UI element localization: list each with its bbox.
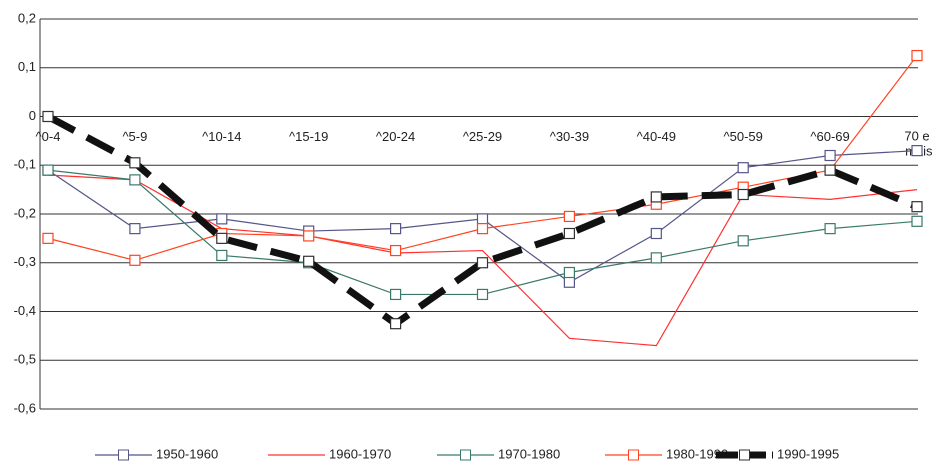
marker xyxy=(390,318,402,330)
legend-item: 1950-1960 xyxy=(95,446,218,461)
marker xyxy=(42,110,54,123)
marker xyxy=(390,244,402,257)
marker xyxy=(650,227,662,240)
marker xyxy=(129,223,141,235)
marker xyxy=(303,230,315,242)
y-tick-label: -0,5 xyxy=(14,352,36,367)
marker xyxy=(42,164,54,176)
y-tick-label: 0,2 xyxy=(18,10,36,25)
legend-label: 1970-1980 xyxy=(498,446,560,461)
x-tick-label: ^0-4 xyxy=(36,129,61,144)
legend-item: 1990-1995 xyxy=(716,446,839,461)
marker xyxy=(476,223,489,235)
x-tick-label: ^15-19 xyxy=(289,129,328,144)
y-tick-label: -0,6 xyxy=(14,400,36,415)
marker xyxy=(911,201,923,213)
marker xyxy=(390,288,402,301)
marker xyxy=(650,191,662,203)
marker xyxy=(476,288,489,301)
y-tick-label: -0,1 xyxy=(14,157,36,172)
y-tick-label: -0,2 xyxy=(14,205,36,220)
marker xyxy=(737,188,749,201)
x-tick-label-line: 70 e xyxy=(904,129,929,144)
marker xyxy=(390,223,402,235)
marker xyxy=(216,232,228,244)
marker xyxy=(476,257,489,269)
legend-marker xyxy=(118,449,129,461)
series-line xyxy=(47,174,918,347)
marker xyxy=(911,145,923,157)
x-tick-label: ^60-69 xyxy=(810,129,849,144)
legend-label: 1980-1990 xyxy=(666,446,728,461)
x-tick-label: ^10-14 xyxy=(202,129,241,144)
x-tick-label: ^40-49 xyxy=(637,129,676,144)
x-tick-label: ^5-9 xyxy=(122,129,147,144)
legend-marker xyxy=(460,449,471,461)
marker xyxy=(129,174,141,186)
series-line xyxy=(46,113,919,328)
marker xyxy=(563,227,576,240)
x-tick-label: ^20-24 xyxy=(376,129,415,144)
legend-label: 1990-1995 xyxy=(777,446,839,461)
marker xyxy=(129,157,141,169)
y-tick-label: 0 xyxy=(29,108,36,123)
legend-item: 1970-1980 xyxy=(437,446,560,461)
y-tick-label: 0,1 xyxy=(18,59,36,74)
x-tick-label: ^30-39 xyxy=(550,129,589,144)
marker xyxy=(824,149,836,162)
marker xyxy=(42,232,54,244)
marker xyxy=(911,49,923,62)
marker xyxy=(129,254,141,266)
legend-item: 1980-1990 xyxy=(605,446,728,461)
marker xyxy=(563,276,576,288)
x-tick-label: ^50-59 xyxy=(724,129,763,144)
marker xyxy=(563,210,576,223)
legend-item: 1960-1970 xyxy=(268,446,391,461)
legend-label: 1960-1970 xyxy=(329,446,391,461)
marker xyxy=(216,213,228,225)
x-tick-label: ^25-29 xyxy=(463,129,502,144)
marker xyxy=(911,215,923,227)
marker xyxy=(650,252,662,264)
legend-marker xyxy=(739,449,750,461)
legend-marker xyxy=(628,449,639,461)
marker xyxy=(824,223,836,235)
marker xyxy=(824,164,836,176)
marker xyxy=(737,162,749,174)
marker xyxy=(737,235,749,247)
marker xyxy=(303,255,315,267)
marker xyxy=(563,266,576,279)
legend-label: 1950-1960 xyxy=(156,446,218,461)
y-tick-label: -0,4 xyxy=(14,303,36,318)
marker xyxy=(216,249,228,262)
y-tick-label: -0,3 xyxy=(14,254,36,269)
marker xyxy=(476,213,489,225)
